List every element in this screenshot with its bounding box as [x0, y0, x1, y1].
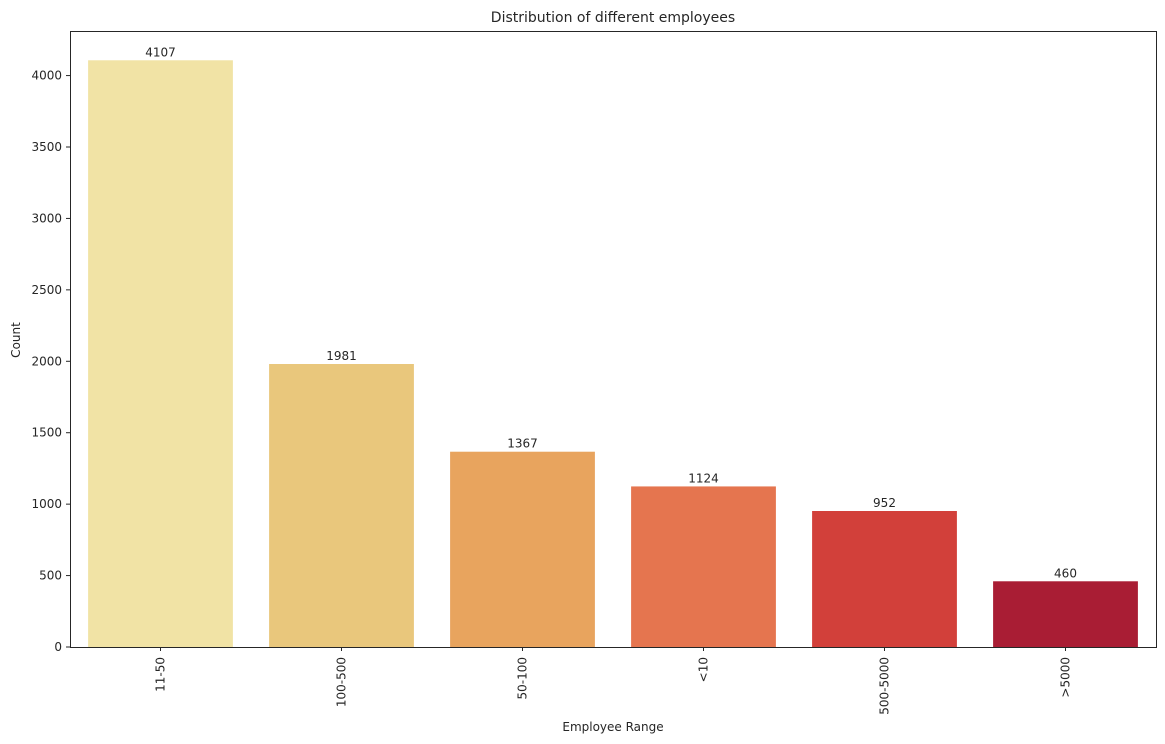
y-tick-label: 2500 [31, 283, 62, 297]
bar-value-label: 952 [873, 496, 896, 510]
bar [269, 364, 414, 647]
y-tick-label: 3000 [31, 211, 62, 225]
bar-value-label: 1367 [507, 437, 538, 451]
x-tick-label: 500-5000 [878, 657, 892, 715]
bar [993, 581, 1138, 647]
bar [631, 486, 776, 647]
x-tick-label: <10 [697, 657, 711, 682]
x-tick-label: 100-500 [335, 657, 349, 707]
bar [450, 451, 595, 647]
y-tick-label: 2000 [31, 354, 62, 368]
x-tick-label: 11-50 [154, 657, 168, 692]
bar-value-label: 460 [1054, 566, 1077, 580]
y-tick-label: 500 [39, 569, 62, 583]
bar-value-label: 1124 [688, 471, 719, 485]
chart-title: Distribution of different employees [491, 10, 735, 26]
y-tick-label: 1000 [31, 497, 62, 511]
bar [88, 60, 233, 648]
bar-value-label: 1981 [326, 349, 357, 363]
y-tick-label: 4000 [31, 69, 62, 83]
y-axis-label: Count [9, 322, 23, 358]
x-tick-label: >5000 [1059, 657, 1073, 698]
y-tick-label: 1500 [31, 426, 62, 440]
plot-area: 0 500 1000 1500 2000 2500 3000 3500 4000 4107 11-5… [31, 45, 1138, 715]
x-tick-label: 50-100 [516, 657, 530, 700]
plot-frame [70, 31, 1157, 648]
y-tick-label: 0 [54, 640, 62, 654]
y-tick-label: 3500 [31, 140, 62, 154]
bar [812, 511, 957, 647]
bar-value-label: 4107 [145, 45, 176, 59]
x-axis-label: Employee Range [562, 720, 663, 734]
